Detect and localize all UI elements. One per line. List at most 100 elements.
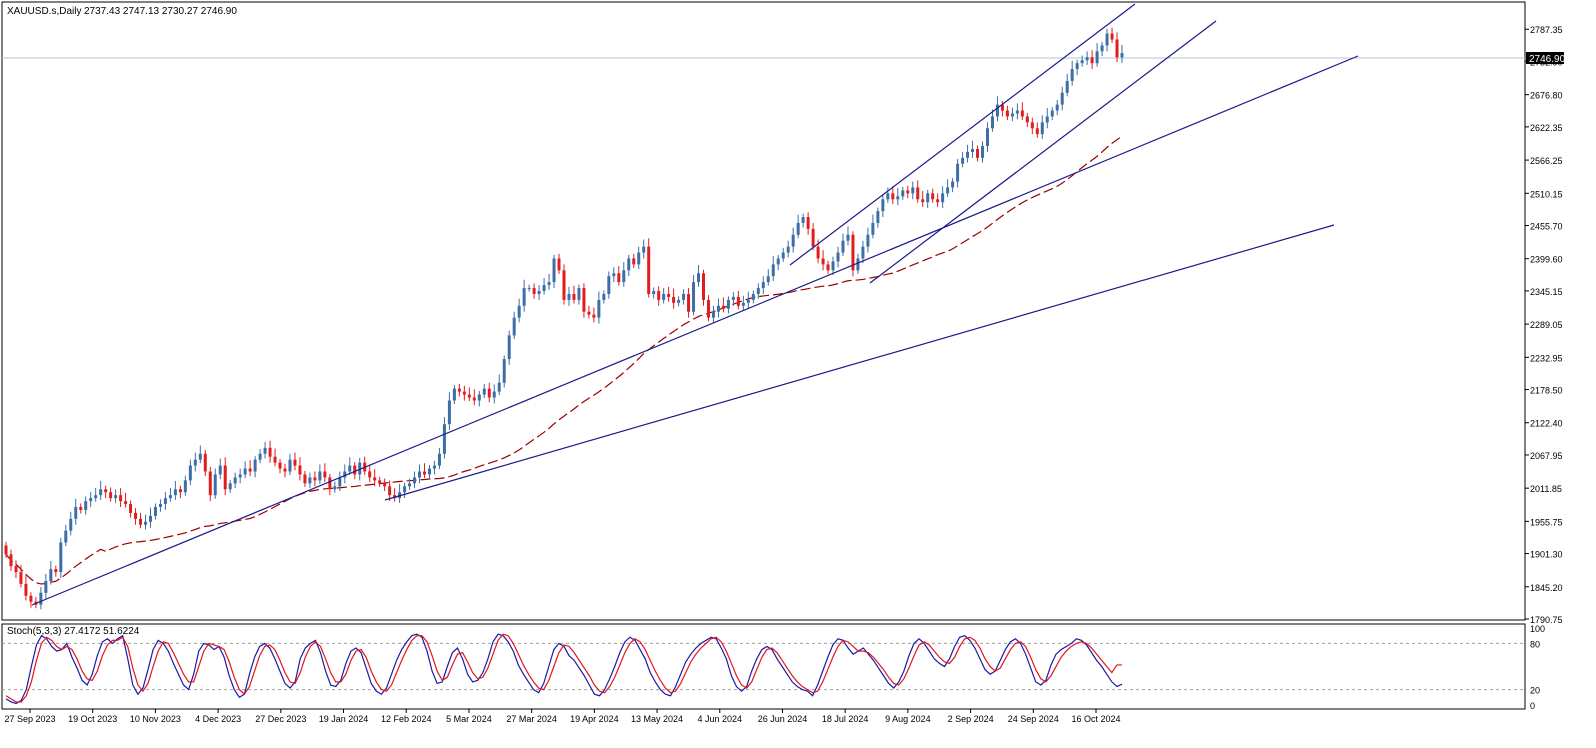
candle — [283, 463, 287, 478]
candle — [672, 288, 676, 309]
candle — [886, 187, 890, 203]
candlestick-series[interactable] — [4, 27, 1124, 610]
time-tick-label: 9 Aug 2024 — [885, 714, 931, 724]
candle — [104, 485, 108, 499]
channel-lower-line[interactable] — [869, 20, 1217, 284]
candle — [178, 485, 182, 499]
candle — [198, 445, 202, 464]
candle — [931, 188, 935, 203]
candle — [741, 295, 745, 311]
trendlines[interactable] — [31, 3, 1359, 606]
time-tick-label: 27 Mar 2024 — [506, 714, 557, 724]
candle — [318, 464, 322, 484]
stochastic-series-line — [5, 633, 1122, 703]
candle — [477, 391, 481, 407]
candle — [447, 392, 451, 431]
candle — [662, 288, 666, 304]
candle — [153, 503, 157, 520]
candle — [517, 298, 521, 323]
candle — [731, 292, 735, 306]
candle — [99, 480, 103, 500]
candle — [323, 463, 327, 483]
stochastic-lines — [5, 633, 1123, 705]
channel-upper-line[interactable] — [789, 3, 1136, 266]
candle — [298, 457, 302, 481]
candle — [89, 492, 93, 508]
candle — [716, 298, 720, 318]
candle — [64, 524, 68, 547]
time-tick-label: 19 Jan 2024 — [319, 714, 369, 724]
candle — [990, 109, 994, 132]
candle — [343, 464, 347, 484]
candle — [946, 179, 950, 197]
candle — [273, 448, 277, 467]
price-tick-label: 2011.85 — [1530, 484, 1562, 494]
candle — [876, 207, 880, 228]
candle — [756, 283, 760, 299]
candle — [697, 264, 701, 287]
candle — [1070, 60, 1074, 86]
price-axis: 2787.352732.902676.802622.352566.252510.… — [1525, 25, 1563, 625]
price-tick-label: 1845.20 — [1530, 583, 1563, 593]
trendline-support-long[interactable] — [384, 224, 1335, 501]
stochastic-label: Stoch(5,3,3) 27.4172 51.6224 — [7, 626, 140, 637]
symbol-label: XAUUSD.s,Daily — [7, 6, 81, 17]
candle — [1090, 50, 1094, 70]
candle — [941, 186, 945, 209]
candle — [617, 266, 621, 286]
main-price-panel[interactable] — [1, 1, 1526, 621]
candle — [119, 488, 123, 508]
candle — [806, 212, 810, 235]
candle — [288, 453, 292, 476]
time-axis: 27 Sep 2023 19 Oct 2023 10 Nov 2023 4 Dec 2… — [4, 709, 1121, 724]
candle — [677, 296, 681, 307]
candle — [971, 140, 975, 158]
candle — [168, 488, 172, 502]
candle — [632, 253, 636, 268]
candle — [771, 256, 775, 281]
candle — [527, 284, 531, 292]
candle — [766, 269, 770, 286]
candle — [1010, 107, 1014, 122]
candle — [966, 144, 970, 163]
candle — [124, 492, 128, 508]
candle — [851, 231, 855, 277]
time-tick-label: 19 Oct 2023 — [68, 714, 117, 724]
candle — [163, 492, 167, 510]
candle — [383, 478, 387, 492]
candle — [981, 141, 984, 163]
ma-line — [5, 135, 1123, 585]
candle — [657, 286, 661, 306]
candle — [94, 488, 98, 502]
candle — [582, 283, 586, 318]
candle — [1030, 117, 1034, 135]
candle — [532, 283, 536, 299]
candle — [84, 496, 88, 515]
candle — [54, 565, 58, 577]
candle — [597, 291, 601, 324]
candle — [507, 330, 511, 365]
candle — [861, 240, 865, 264]
candle — [208, 466, 212, 502]
price-tick-label: 2399.60 — [1530, 255, 1563, 265]
candle — [378, 476, 382, 487]
candle — [951, 177, 955, 193]
price-tick-label: 2622.35 — [1530, 123, 1563, 133]
trendline-support-major[interactable] — [31, 55, 1359, 606]
time-tick-label: 2 Sep 2024 — [948, 714, 994, 724]
candle — [29, 592, 33, 608]
candle — [223, 457, 227, 496]
price-tick-label: 2566.25 — [1530, 156, 1563, 166]
price-tick-label: 2455.70 — [1530, 222, 1563, 232]
candle — [537, 285, 541, 300]
candle — [602, 290, 606, 304]
candle — [1055, 99, 1059, 116]
candle — [572, 285, 576, 304]
last-price-tag: 2746.90 — [1526, 52, 1566, 65]
candle — [139, 512, 143, 529]
candle — [69, 511, 73, 536]
candle — [403, 482, 407, 499]
candle — [706, 295, 710, 322]
candle — [711, 305, 715, 323]
